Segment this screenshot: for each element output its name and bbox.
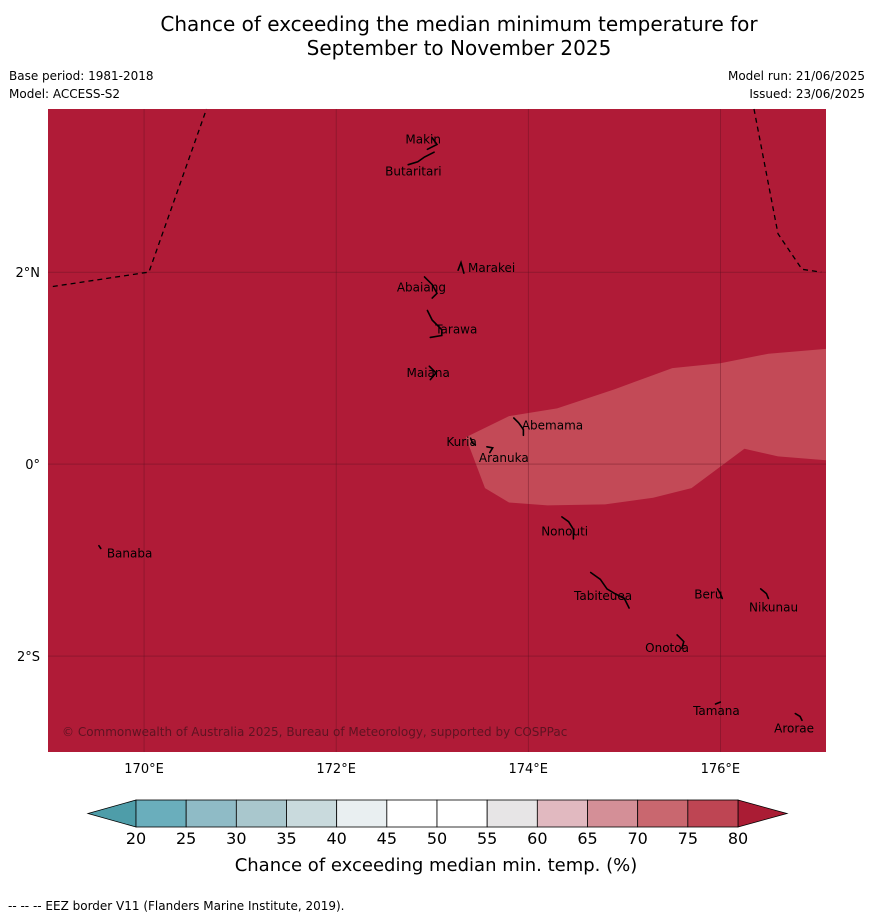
- colorbar-segment: [286, 799, 338, 828]
- model-name: Model: ACCESS-S2: [9, 87, 121, 101]
- colorbar-tick-label: 75: [678, 829, 698, 848]
- island-label-marakei: Marakei: [468, 261, 515, 275]
- colorbar-segment: [336, 799, 388, 828]
- island-outline: [426, 309, 443, 339]
- map-title: Chance of exceeding the median minimum t…: [0, 12, 873, 60]
- colorbar-segment: [687, 799, 739, 828]
- island-outline: [716, 588, 724, 600]
- x-tick-label: 170°E: [124, 762, 164, 777]
- island-label-tamana: Tamana: [692, 704, 740, 718]
- colorbar-segment: [536, 799, 588, 828]
- meta-left: Base period: 1981-2018 Model: ACCESS-S2: [9, 67, 154, 103]
- colorbar-tick-label: 35: [276, 829, 296, 848]
- y-tick-label: 2°N: [16, 266, 41, 281]
- island-label-kuria: Kuria: [446, 435, 477, 449]
- island-outline: [423, 276, 438, 299]
- island-label-tarawa: Tarawa: [434, 323, 477, 337]
- x-tick-label: 174°E: [508, 762, 548, 777]
- island-outline: [98, 544, 102, 550]
- colorbar-title: Chance of exceeding median min. temp. (%…: [235, 855, 638, 876]
- island-outline: [676, 634, 685, 650]
- copyright-text: © Commonwealth of Australia 2025, Bureau…: [62, 725, 567, 739]
- island-outline: [457, 260, 465, 274]
- island-outline: [469, 437, 477, 446]
- island-label-makin: Makin: [405, 133, 441, 147]
- colorbar-tick-label: 55: [477, 829, 497, 848]
- base-period: Base period: 1981-2018: [9, 69, 154, 83]
- island-outline: [486, 445, 494, 454]
- island-label-tabiteuea: Tabiteuea: [573, 589, 632, 603]
- island-outline: [589, 571, 630, 609]
- island-outline: [561, 516, 575, 540]
- island-label-abaiang: Abaiang: [397, 280, 446, 294]
- island-label-arorae: Arorae: [774, 721, 814, 735]
- island-label-banaba: Banaba: [107, 547, 153, 561]
- colorbar-segment: [637, 799, 689, 828]
- title-line-2: September to November 2025: [306, 36, 612, 60]
- colorbar-tick-label: 80: [728, 829, 748, 848]
- island-label-aranuka: Aranuka: [479, 451, 529, 465]
- island-outline: [426, 137, 439, 151]
- colorbar-segment: [185, 799, 237, 828]
- colorbar-segment: [386, 799, 438, 828]
- colorbar-tick-label: 50: [427, 829, 447, 848]
- colorbar-segment: [587, 799, 639, 828]
- meta-right: Model run: 21/06/2025 Issued: 23/06/2025: [728, 67, 865, 103]
- island-label-maiana: Maiana: [407, 366, 450, 380]
- colorbar-segment: [235, 799, 287, 828]
- title-line-1: Chance of exceeding the median minimum t…: [160, 12, 758, 36]
- y-tick-label: 0°: [25, 458, 40, 473]
- island-label-onotoa: Onotoa: [645, 641, 689, 655]
- island-label-butaritari: Butaritari: [385, 165, 442, 179]
- issued-date: Issued: 23/06/2025: [749, 87, 865, 101]
- colorbar-tick-label: 30: [226, 829, 246, 848]
- island-outline: [512, 417, 525, 437]
- eez-footnote: -- -- -- EEZ border V11 (Flanders Marine…: [8, 899, 345, 913]
- colorbar-segment: [486, 799, 538, 828]
- island-label-beru: Beru: [694, 588, 722, 602]
- colorbar-segment: [436, 799, 488, 828]
- colorbar-tick-label: 65: [577, 829, 597, 848]
- colorbar-tick-label: 40: [326, 829, 346, 848]
- island-outline: [714, 701, 722, 705]
- y-tick-label: 2°S: [17, 650, 40, 665]
- island-outline: [794, 712, 803, 722]
- colorbar-under-arrow: [86, 799, 137, 828]
- colorbar-tick-label: 60: [527, 829, 547, 848]
- colorbar-tick-label: 25: [176, 829, 196, 848]
- island-outline: [759, 588, 770, 600]
- colorbar-tick-label: 20: [126, 829, 146, 848]
- colorbar-segment: [135, 799, 187, 828]
- colorbar-over-arrow: [737, 799, 789, 828]
- eez-border: [753, 108, 822, 273]
- probability-patch: [465, 348, 826, 506]
- island-label-nikunau: Nikunau: [749, 601, 798, 615]
- colorbar-tick-label: 45: [377, 829, 397, 848]
- colorbar-tick-label: 70: [627, 829, 647, 848]
- x-tick-label: 176°E: [701, 762, 741, 777]
- island-outline: [428, 365, 438, 381]
- island-outline: [407, 151, 435, 166]
- model-run: Model run: 21/06/2025: [727, 69, 865, 83]
- island-label-nonouti: Nonouti: [541, 524, 588, 538]
- x-tick-label: 172°E: [316, 762, 356, 777]
- island-label-abemama: Abemama: [522, 419, 583, 433]
